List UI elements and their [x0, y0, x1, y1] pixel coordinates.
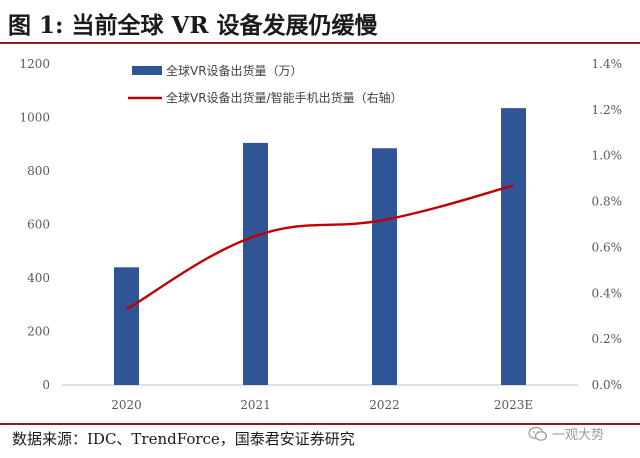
bar-series	[114, 108, 526, 385]
left-axis: 0 200 400 600 800 1000 1200	[19, 57, 50, 392]
legend-bar-label: 全球VR设备出货量（万）	[166, 63, 303, 78]
bar	[114, 267, 139, 385]
wechat-icon	[528, 426, 548, 441]
right-tick-label: 1.2%	[592, 103, 623, 117]
ratio-series-line	[125, 184, 514, 311]
legend-line-label: 全球VR设备出货量/智能手机出货量（右轴）	[166, 90, 403, 105]
watermark: 一观大势	[528, 424, 604, 443]
right-tick-label: 1.4%	[592, 57, 623, 71]
source-note: 数据来源：IDC、TrendForce，国泰君安证券研究	[12, 430, 355, 448]
right-tick-label: 0.0%	[592, 378, 623, 392]
bar	[372, 148, 397, 385]
right-tick-label: 1.0%	[592, 149, 623, 163]
x-tick-label: 2023E	[494, 398, 533, 412]
left-tick-label: 1200	[19, 57, 50, 71]
left-tick-label: 1000	[19, 111, 50, 125]
right-tick-label: 0.2%	[592, 332, 623, 346]
legend: 全球VR设备出货量（万） 全球VR设备出货量/智能手机出货量（右轴）	[128, 63, 403, 105]
left-tick-label: 800	[27, 164, 50, 178]
bar	[501, 108, 526, 385]
watermark-text: 一观大势	[552, 428, 605, 443]
x-tick-label: 2022	[369, 398, 400, 412]
right-tick-label: 0.8%	[592, 195, 623, 209]
left-tick-label: 200	[27, 325, 50, 339]
right-tick-label: 0.6%	[592, 240, 623, 254]
figure-title: 图 1: 当前全球 VR 设备发展仍缓慢	[8, 12, 378, 39]
legend-bar-swatch	[132, 66, 162, 75]
x-tick-label: 2021	[240, 398, 271, 412]
top-rule	[0, 42, 640, 44]
bar	[243, 142, 268, 385]
left-tick-label: 0	[42, 378, 50, 392]
left-tick-label: 600	[27, 218, 50, 232]
bottom-rule	[0, 423, 640, 425]
left-tick-label: 400	[27, 271, 50, 285]
x-axis-labels: 2020 2021 2022 2023E	[111, 398, 533, 412]
x-tick-label: 2020	[111, 398, 142, 412]
right-axis: 0.0% 0.2% 0.4% 0.6% 0.8% 1.0% 1.2% 1.4%	[592, 57, 623, 392]
right-tick-label: 0.4%	[592, 286, 623, 300]
